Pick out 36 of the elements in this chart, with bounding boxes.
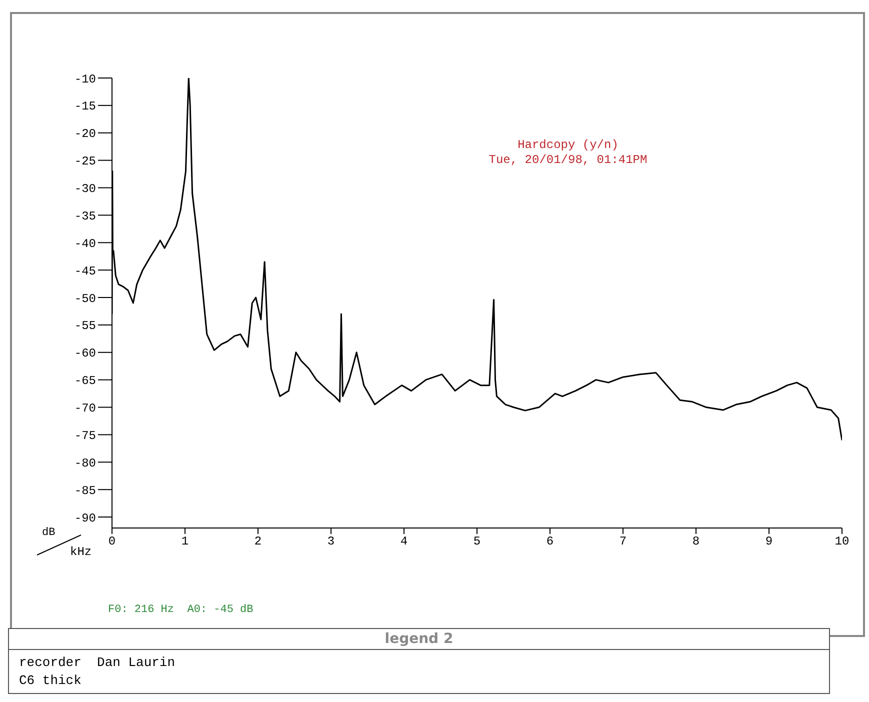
x-tick-label: 3 (327, 534, 335, 549)
annotation: Tue, 20/01/98, 01:41PM (488, 153, 648, 168)
y-tick-label: -20 (74, 127, 96, 142)
text: recorder Dan Laurin (19, 654, 176, 672)
x-tick-label: 2 (254, 534, 262, 549)
x-tick-label: 4 (400, 534, 408, 549)
x-tick-label: 5 (473, 534, 481, 549)
annotation: Hardcopy (y/n) (516, 138, 620, 153)
x-tick-label: 0 (108, 534, 116, 549)
y-tick-label: -55 (74, 319, 96, 334)
x-tick-label: 8 (692, 534, 700, 549)
y-tick-label: -70 (74, 402, 96, 416)
text: C6 thick (19, 672, 82, 690)
x-tick-label: 7 (619, 534, 627, 549)
y-tick-label: -40 (74, 236, 96, 251)
y-tick-label: -35 (74, 209, 96, 224)
y-tick-label: -25 (74, 154, 96, 169)
text: legend 2 (9, 629, 829, 650)
y-tick-label: -10 (74, 72, 96, 86)
x-tick-label: 6 (546, 534, 554, 549)
y-tick-label: -50 (74, 292, 96, 306)
y-tick-label: -80 (74, 456, 96, 470)
y-tick-label: -60 (74, 346, 96, 361)
y-tick-label: -30 (74, 182, 96, 196)
y-tick-label: -15 (74, 100, 96, 114)
y-tick-label: -45 (74, 264, 96, 278)
y-axis-title: dB (42, 527, 56, 539)
x-tick-label: 1 (181, 534, 189, 549)
x-axis-title: kHz (70, 545, 92, 559)
y-tick-label: -75 (74, 428, 96, 443)
x-tick-label: 9 (765, 534, 773, 549)
y-tick-label: -85 (74, 484, 96, 498)
y-tick-label: -90 (74, 511, 96, 526)
x-tick-label: 10 (834, 534, 850, 549)
text: F0: 216 Hz A0: -45 dB (108, 604, 254, 616)
y-tick-label: -65 (74, 374, 96, 388)
